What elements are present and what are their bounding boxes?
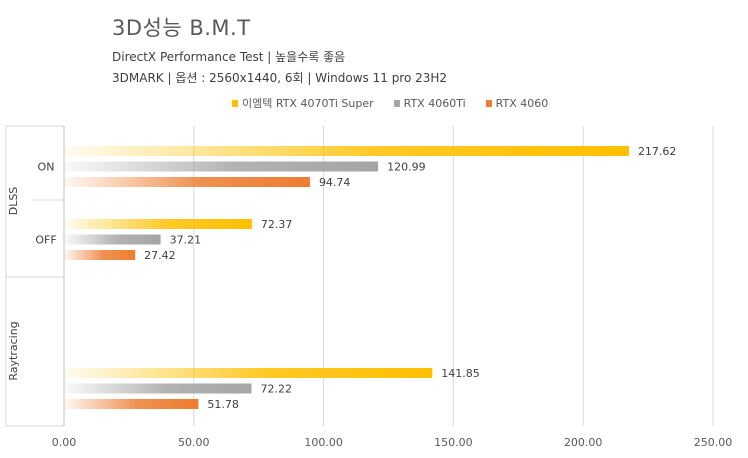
- data-label: 94.74: [319, 176, 351, 189]
- data-label: 141.85: [441, 367, 480, 380]
- legend-swatch-4060ti: [393, 99, 400, 107]
- legend-label-4060ti: RTX 4060Ti: [403, 96, 466, 110]
- legend-swatch-4070ti-super: [232, 99, 238, 107]
- data-label: 51.78: [207, 398, 239, 411]
- legend-item-4060ti: RTX 4060Ti: [393, 95, 466, 111]
- legend: 이엠텍 RTX 4070Ti Super RTX 4060Ti RTX 4060: [232, 95, 548, 111]
- x-tick-label: 150.00: [434, 436, 473, 449]
- bar: [64, 368, 433, 378]
- bar: [64, 399, 199, 409]
- bar: [64, 177, 310, 187]
- bar: [64, 161, 379, 172]
- chart-subtitle-test: DirectX Performance Test | 높을수록 좋음: [112, 50, 346, 64]
- category-label-dlss: DLSS: [7, 187, 20, 216]
- x-tick-label: 0.00: [52, 436, 77, 449]
- data-label: 120.99: [387, 161, 426, 174]
- subcategory-label-off: OFF: [35, 234, 56, 247]
- data-label: 37.21: [170, 234, 202, 247]
- data-label: 27.42: [144, 249, 176, 262]
- data-label: 217.62: [638, 145, 677, 158]
- chart-subtitle-options: 3DMARK | 옵션 : 2560x1440, 6회 | Windows 11…: [112, 71, 448, 85]
- bar: [64, 234, 161, 245]
- x-tick-label: 200.00: [564, 436, 603, 449]
- data-label: 72.22: [260, 383, 292, 396]
- legend-label-4070ti-super: 이엠텍 RTX 4070Ti Super: [242, 97, 374, 110]
- bar: [64, 250, 136, 260]
- x-tick-label: 100.00: [304, 436, 343, 449]
- bar: [64, 219, 252, 229]
- subcategory-label-on: ON: [38, 161, 55, 174]
- bar: [64, 146, 629, 156]
- legend-item-4060: RTX 4060: [485, 95, 549, 111]
- data-label: 72.37: [261, 218, 293, 231]
- category-label-raytracing: Raytracing: [7, 321, 20, 380]
- legend-label-4060: RTX 4060: [495, 96, 549, 110]
- chart-title: 3D성능 B.M.T: [112, 16, 251, 40]
- bar: [64, 383, 252, 394]
- legend-swatch-4060: [485, 99, 492, 107]
- x-tick-label: 250.00: [694, 436, 733, 449]
- x-tick-label: 50.00: [178, 436, 210, 449]
- legend-item-4070ti-super: 이엠텍 RTX 4070Ti Super: [232, 95, 374, 111]
